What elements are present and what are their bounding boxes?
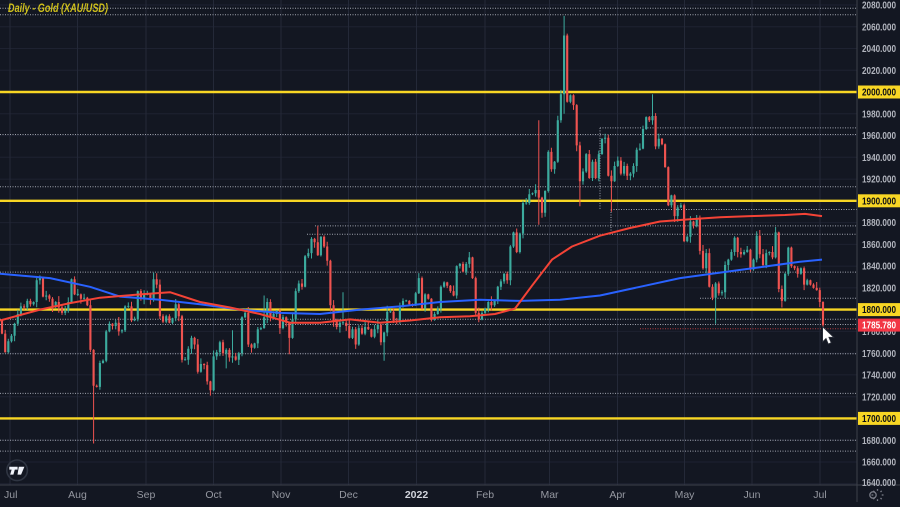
svg-text:1660.000: 1660.000 (862, 458, 896, 469)
svg-text:2040.000: 2040.000 (862, 44, 896, 55)
svg-text:2080.000: 2080.000 (862, 1, 896, 12)
svg-text:Oct: Oct (205, 489, 221, 501)
svg-text:1820.000: 1820.000 (862, 284, 896, 295)
svg-text:Mar: Mar (540, 489, 559, 501)
svg-text:1785.780: 1785.780 (862, 321, 896, 332)
svg-text:1780.000: 1780.000 (862, 327, 896, 338)
svg-text:1940.000: 1940.000 (862, 153, 896, 164)
svg-text:Feb: Feb (476, 489, 494, 501)
svg-text:Jul: Jul (813, 489, 826, 501)
svg-text:1980.000: 1980.000 (862, 109, 896, 120)
svg-text:Dec: Dec (339, 489, 358, 501)
svg-text:Jun: Jun (744, 489, 761, 501)
svg-text:Sep: Sep (137, 489, 156, 501)
svg-text:1860.000: 1860.000 (862, 240, 896, 251)
svg-text:Nov: Nov (272, 489, 291, 501)
svg-text:Apr: Apr (609, 489, 626, 501)
svg-text:1720.000: 1720.000 (862, 392, 896, 403)
svg-text:1700.000: 1700.000 (862, 414, 896, 425)
svg-text:2000.000: 2000.000 (862, 88, 896, 99)
svg-text:1740.000: 1740.000 (862, 371, 896, 382)
svg-text:Aug: Aug (68, 489, 87, 501)
svg-text:1640.000: 1640.000 (862, 478, 896, 489)
svg-text:1960.000: 1960.000 (862, 131, 896, 142)
svg-text:1900.000: 1900.000 (862, 196, 896, 207)
svg-text:1920.000: 1920.000 (862, 175, 896, 186)
svg-text:Jul: Jul (4, 489, 17, 501)
svg-text:1680.000: 1680.000 (862, 436, 896, 447)
svg-text:2022: 2022 (405, 489, 429, 501)
svg-text:2020.000: 2020.000 (862, 66, 896, 77)
svg-text:Daily - Gold (XAU/USD): Daily - Gold (XAU/USD) (8, 1, 108, 15)
svg-text:1800.000: 1800.000 (862, 305, 896, 316)
svg-text:1760.000: 1760.000 (862, 349, 896, 360)
svg-text:May: May (675, 489, 696, 501)
svg-text:1880.000: 1880.000 (862, 218, 896, 229)
svg-text:2060.000: 2060.000 (862, 22, 896, 33)
svg-text:1840.000: 1840.000 (862, 262, 896, 273)
